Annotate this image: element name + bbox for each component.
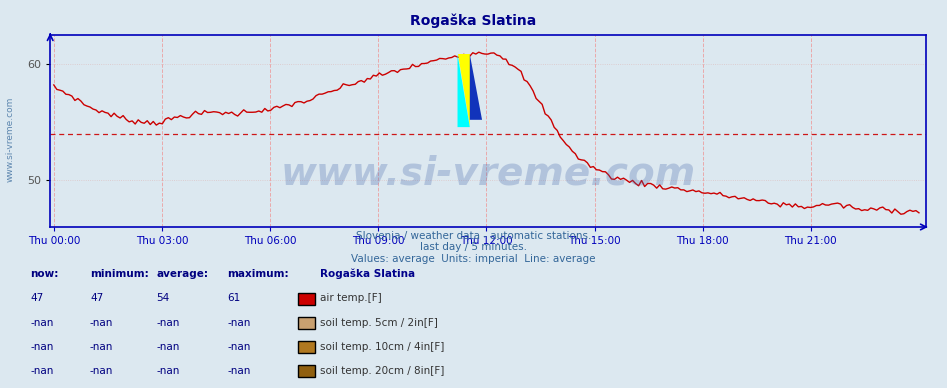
Text: www.si-vreme.com: www.si-vreme.com — [6, 97, 15, 182]
Text: -nan: -nan — [90, 317, 114, 327]
Text: -nan: -nan — [227, 317, 251, 327]
Text: 47: 47 — [30, 293, 44, 303]
Text: -nan: -nan — [227, 365, 251, 376]
Text: Slovenia / weather data - automatic stations.: Slovenia / weather data - automatic stat… — [356, 230, 591, 241]
Text: -nan: -nan — [156, 341, 180, 352]
Text: 61: 61 — [227, 293, 241, 303]
Text: last day / 5 minutes.: last day / 5 minutes. — [420, 242, 527, 252]
Text: -nan: -nan — [90, 341, 114, 352]
Text: maximum:: maximum: — [227, 269, 289, 279]
Text: soil temp. 5cm / 2in[F]: soil temp. 5cm / 2in[F] — [320, 317, 438, 327]
Text: air temp.[F]: air temp.[F] — [320, 293, 382, 303]
Text: average:: average: — [156, 269, 208, 279]
Text: Rogaška Slatina: Rogaška Slatina — [410, 14, 537, 28]
Text: -nan: -nan — [90, 365, 114, 376]
Text: 54: 54 — [156, 293, 170, 303]
Polygon shape — [457, 54, 470, 127]
Text: -nan: -nan — [227, 341, 251, 352]
Text: -nan: -nan — [156, 365, 180, 376]
Text: -nan: -nan — [30, 341, 54, 352]
Text: soil temp. 20cm / 8in[F]: soil temp. 20cm / 8in[F] — [320, 365, 444, 376]
Text: -nan: -nan — [156, 317, 180, 327]
Text: Rogaška Slatina: Rogaška Slatina — [320, 269, 415, 279]
Text: Values: average  Units: imperial  Line: average: Values: average Units: imperial Line: av… — [351, 254, 596, 264]
Text: minimum:: minimum: — [90, 269, 149, 279]
Text: soil temp. 10cm / 4in[F]: soil temp. 10cm / 4in[F] — [320, 341, 444, 352]
Text: -nan: -nan — [30, 365, 54, 376]
Text: -nan: -nan — [30, 317, 54, 327]
Text: 47: 47 — [90, 293, 103, 303]
Text: now:: now: — [30, 269, 59, 279]
Polygon shape — [470, 54, 482, 120]
Text: www.si-vreme.com: www.si-vreme.com — [280, 154, 696, 192]
Polygon shape — [457, 54, 470, 127]
